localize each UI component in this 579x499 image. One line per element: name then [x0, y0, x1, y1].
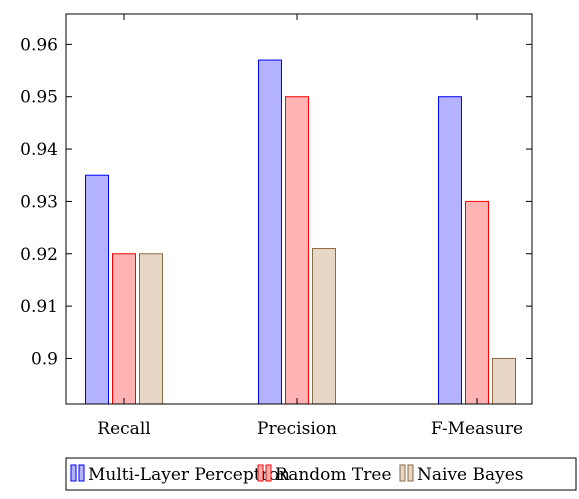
- bar-random-tree-f-measure: [465, 200, 489, 405]
- bars-layer: [85, 59, 516, 405]
- bar-random-tree-precision: [285, 96, 309, 405]
- bar-random-tree-recall: [112, 253, 136, 405]
- y-tick-label: 0.94: [20, 140, 58, 160]
- legend-label-naive-bayes: Naive Bayes: [417, 465, 524, 485]
- bar-naive-bayes-f-measure: [492, 357, 516, 405]
- bar-multi-layer-perceptron-f-measure: [438, 96, 462, 405]
- legend-swatch-multi-layer-perceptron-a: [70, 464, 77, 482]
- y-tick-label: 0.96: [20, 35, 58, 55]
- legend-box: [65, 457, 577, 491]
- bar-naive-bayes-precision: [312, 248, 336, 405]
- legend-swatch-naive-bayes-b: [407, 464, 414, 482]
- y-tick-label: 0.9: [31, 349, 58, 369]
- legend-swatch-multi-layer-perceptron-b: [78, 464, 85, 482]
- y-tick-label: 0.92: [20, 245, 58, 265]
- bar-naive-bayes-recall: [139, 253, 163, 405]
- x-category-label: F-Measure: [431, 419, 523, 439]
- x-category-label: Precision: [257, 419, 337, 439]
- bar-multi-layer-perceptron-precision: [258, 59, 282, 405]
- axis-layer: 0.9 0.91 0.92 0.93 0.94 0.95 0.96 Recall Precisi…: [20, 13, 533, 439]
- x-category-label: Recall: [97, 419, 150, 439]
- legend-label-multi-layer-perceptron: Multi-Layer Perceptron: [88, 465, 290, 485]
- plot-frame: [65, 13, 533, 405]
- legend-label-random-tree: Random Tree: [275, 465, 392, 485]
- y-tick-label: 0.91: [20, 297, 58, 317]
- y-tick-label: 0.93: [20, 192, 58, 212]
- bar-multi-layer-perceptron-recall: [85, 174, 109, 405]
- legend-swatch-random-tree-b: [265, 464, 272, 482]
- legend-swatch-random-tree-a: [257, 464, 264, 482]
- y-tick-label: 0.95: [20, 88, 58, 108]
- legend-swatch-naive-bayes-a: [399, 464, 406, 482]
